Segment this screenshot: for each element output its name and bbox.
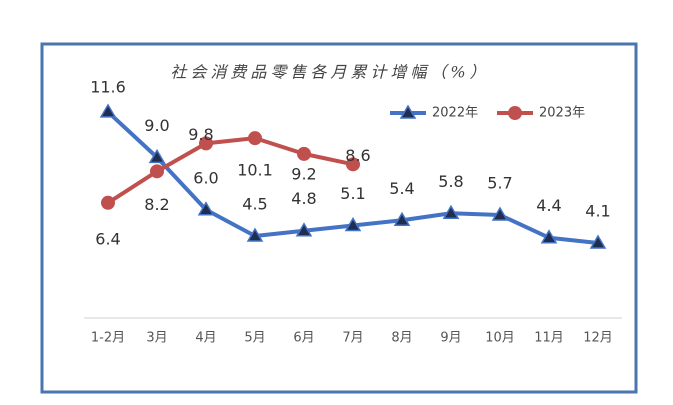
x-tick-label: 4月 [195, 331, 216, 346]
x-tick-label: 6月 [293, 331, 314, 346]
marker [540, 229, 558, 244]
x-tick-label: 3月 [146, 331, 167, 346]
data-label: 9.0 [144, 116, 169, 135]
x-tick-label: 5月 [244, 331, 265, 346]
marker [393, 211, 411, 227]
marker [248, 131, 262, 146]
legend-label: 2022年 [432, 106, 478, 121]
marker [197, 201, 215, 216]
marker [101, 195, 115, 210]
data-label: 8.6 [345, 146, 370, 165]
series-line [106, 136, 354, 205]
legend-label: 2023年 [539, 106, 585, 121]
data-label: 5.4 [389, 179, 414, 198]
x-tick-label: 11月 [534, 331, 564, 346]
marker [99, 103, 117, 118]
data-label: 10.1 [237, 161, 273, 180]
chart-border [40, 42, 638, 394]
marker [442, 204, 460, 220]
x-tick-label: 1-2月 [91, 331, 125, 346]
data-label: 6.4 [95, 229, 120, 248]
marker [346, 157, 360, 172]
marker [297, 146, 311, 161]
x-tick-label: 12月 [583, 331, 613, 346]
chart-title: 社会消费品零售各月累计增幅（%） [170, 63, 489, 82]
data-label: 9.8 [188, 125, 213, 144]
data-label: 8.2 [144, 195, 169, 214]
data-label: 5.7 [487, 174, 512, 193]
data-label: 4.5 [242, 194, 267, 213]
legend-marker [508, 106, 522, 120]
marker [150, 164, 164, 179]
x-tick-label: 10月 [485, 331, 515, 346]
data-label: 11.6 [90, 77, 126, 96]
data-label: 9.2 [291, 164, 316, 183]
data-label: 4.1 [585, 201, 610, 220]
data-label: 4.8 [291, 189, 316, 208]
marker [199, 136, 213, 151]
marker [491, 206, 509, 221]
data-label: 5.1 [340, 184, 365, 203]
marker [589, 234, 607, 249]
data-label: 4.4 [536, 196, 561, 215]
legend-marker [399, 104, 417, 119]
marker [344, 217, 362, 232]
marker [246, 227, 264, 242]
marker [295, 222, 313, 237]
x-tick-label: 7月 [342, 331, 363, 346]
data-label: 6.0 [193, 168, 218, 187]
x-tick-label: 8月 [391, 331, 412, 346]
x-tick-label: 9月 [440, 331, 461, 346]
marker [148, 148, 166, 164]
data-label: 5.8 [438, 172, 463, 191]
